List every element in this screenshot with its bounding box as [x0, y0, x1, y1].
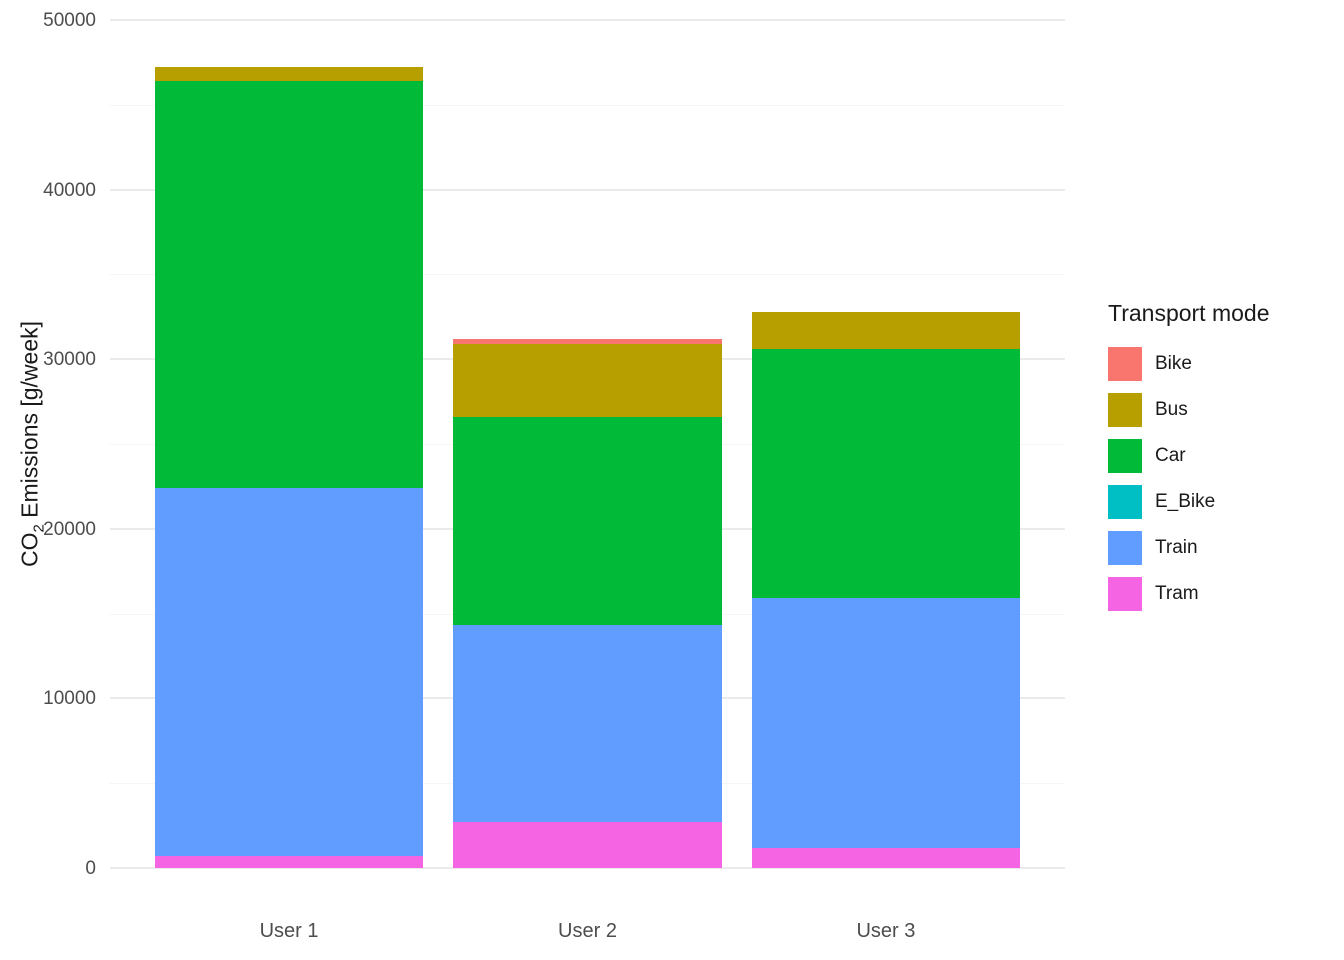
legend-item-car: Car: [1108, 433, 1270, 479]
y-axis-tick-label: 30000: [43, 349, 96, 371]
bar-segment-user-3-train: [751, 598, 1021, 848]
gridline-minor: [110, 104, 1065, 106]
y-axis-tick-label: 10000: [43, 688, 96, 710]
legend-item-label: Car: [1155, 445, 1186, 466]
bar-segment-user-2-tram: [453, 822, 722, 868]
bar-segment-user-3-car: [751, 349, 1021, 599]
y-axis-tick-label: 40000: [43, 179, 96, 201]
legend-item-label: Tram: [1155, 583, 1199, 604]
y-axis-tick-label: 0: [85, 858, 96, 879]
legend-key-swatch-e_bike: [1108, 485, 1142, 519]
bar-segment-user-1-bus: [154, 67, 424, 82]
bar-segment-user-1-car: [154, 81, 424, 489]
y-axis-tick-label: 50000: [43, 10, 96, 31]
legend-items: Bike Bus Car E_Bike Train Tram: [1108, 341, 1270, 617]
legend-item-label: Train: [1155, 537, 1198, 558]
legend-key-swatch-car: [1108, 439, 1142, 473]
legend-item-e_bike: E_Bike: [1108, 479, 1270, 525]
bar-segment-user-1-train: [154, 488, 424, 857]
legend-key-swatch-bus: [1108, 393, 1142, 427]
legend-item-label: E_Bike: [1155, 491, 1216, 512]
x-axis-tick-label-user-1: User 1: [259, 920, 319, 942]
legend: Transport mode Bike Bus Car E_Bike Train Tram: [1108, 300, 1270, 617]
gridline-major: [110, 867, 1065, 869]
plot-panel: [110, 19, 1065, 869]
x-axis-tick-label-user-2: User 2: [558, 920, 617, 942]
gridline-major: [110, 19, 1065, 21]
bar-segment-user-3-tram: [751, 847, 1021, 868]
bar-segment-user-1-tram: [154, 856, 424, 868]
legend-key-swatch-tram: [1108, 577, 1142, 611]
bar-segment-user-2-bike: [453, 338, 722, 344]
bar-segment-user-2-bus: [453, 343, 722, 417]
bar-segment-user-2-train: [453, 625, 722, 823]
legend-key-swatch-train: [1108, 531, 1142, 565]
x-axis-tick-label-user-3: User 3: [856, 920, 916, 942]
legend-item-label: Bike: [1155, 353, 1192, 374]
legend-key-swatch-bike: [1108, 347, 1142, 381]
bar-segment-user-3-bus: [751, 311, 1021, 349]
y-axis-tick-label: 20000: [43, 518, 96, 540]
legend-title: Transport mode: [1108, 300, 1270, 326]
legend-item-bus: Bus: [1108, 387, 1270, 433]
bar-segment-user-2-car: [453, 416, 722, 626]
gridline-major: [110, 188, 1065, 191]
legend-item-label: Bus: [1155, 399, 1188, 420]
legend-item-bike: Bike: [1108, 341, 1270, 387]
legend-item-tram: Tram: [1108, 571, 1270, 617]
legend-item-train: Train: [1108, 525, 1270, 571]
gridline-minor: [110, 274, 1065, 276]
